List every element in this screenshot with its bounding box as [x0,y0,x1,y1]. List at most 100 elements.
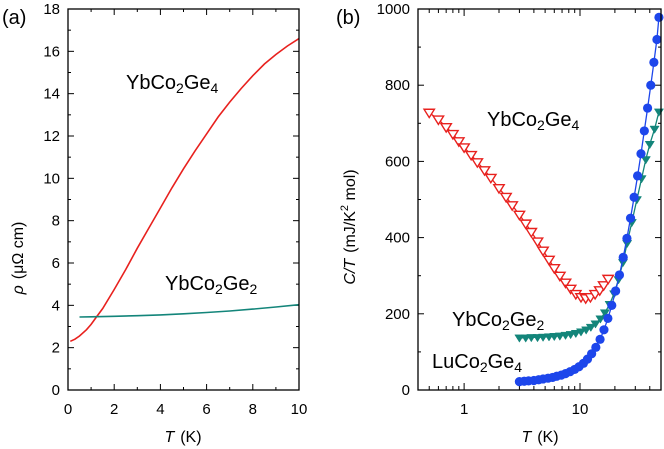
data-point-ybco2ge4 [457,143,471,154]
y-tick-label: 1000 [377,1,410,18]
data-point-ybco2ge4 [484,173,498,185]
data-point-luco2ge4 [611,286,621,296]
data-point-luco2ge4 [599,325,609,335]
series-line-a-0 [69,37,300,343]
data-point-ybco2ge4 [505,201,519,212]
data-point-ybco2ge2 [585,323,596,332]
y-tick-label: 10 [43,170,60,187]
data-point-ybco2ge4 [492,183,506,195]
y-tick-label: 6 [52,255,60,272]
panel-a-series [69,37,300,343]
y-tick-label: 12 [43,128,60,145]
data-point-ybco2ge4 [547,264,561,275]
series-line-b-1 [519,111,660,339]
panel-a-xlabel: T (K) [164,429,201,446]
data-point-ybco2ge4 [439,123,453,134]
data-point-ybco2ge4 [597,281,611,292]
panel-b: (b) 1 10 0 200 400 600 800 1000 T (K) C/T(mJ/K2 … [336,1,664,446]
data-point-luco2ge4 [603,313,613,323]
data-point-luco2ge4 [618,252,628,263]
data-point-ybco2ge2 [640,156,651,165]
panel-b-label: (b) [336,7,360,29]
label-b-ybco2ge2: YbCo2Ge2 [452,309,545,333]
y-tick-label: 200 [385,306,410,323]
panel-a-frame [67,8,300,391]
data-point-ybco2ge4 [422,108,436,119]
y-tick-label: 4 [52,297,60,314]
panel-a-ticks: 0 2 4 6 8 10 0 2 4 6 8 10 12 14 16 18 [43,1,307,418]
data-point-ybco2ge4 [564,284,578,295]
data-point-ybco2ge2 [653,108,664,117]
data-point-ybco2ge4 [499,192,513,204]
panel-a-label: (a) [2,7,26,29]
data-point-ybco2ge4 [446,129,460,141]
data-point-luco2ge4 [642,103,653,113]
label-b-luco2ge4: LuCo2Ge4 [432,351,522,375]
data-point-ybco2ge2 [570,329,581,339]
panel-a-ylabel: ρ(μΩ cm) [10,222,27,296]
y-tick-label: 0 [52,382,60,399]
data-point-ybco2ge4 [519,219,533,230]
data-point-ybco2ge4 [553,271,567,282]
data-point-ybco2ge4 [536,246,550,257]
data-point-luco2ge4 [636,149,646,159]
label-b-ybco2ge4: YbCo2Ge4 [487,109,580,133]
label-a-ybco2ge2: YbCo2Ge2 [165,273,258,297]
y-tick-label: 2 [52,340,60,357]
panel-a: (a) 0 2 4 6 8 10 0 2 4 6 8 10 12 14 16 18 T (K) ρ(μΩ cm)… [2,1,307,446]
panel-b-ylabel: C/T(mJ/K2 mol) [339,169,359,284]
data-point-ybco2ge2 [575,328,587,337]
data-point-ybco2ge2 [538,333,549,342]
x-tick-label: 4 [156,401,164,418]
data-point-luco2ge4 [639,126,649,136]
data-point-ybco2ge2 [514,334,525,343]
data-point-ybco2ge2 [554,332,565,341]
y-tick-label: 0 [402,382,410,399]
x-tick-label: 2 [110,401,118,418]
data-point-luco2ge4 [654,12,664,22]
data-point-ybco2ge4 [512,210,526,222]
data-point-luco2ge4 [607,300,617,311]
data-point-luco2ge4 [649,57,659,67]
y-tick-label: 14 [43,86,60,103]
data-point-ybco2ge2 [590,320,601,329]
data-point-luco2ge4 [625,213,636,223]
data-point-ybco2ge4 [542,255,556,266]
x-tick-label: 0 [64,401,72,418]
data-point-luco2ge4 [622,233,632,243]
y-tick-label: 800 [385,77,410,94]
data-point-ybco2ge4 [601,274,615,286]
data-point-ybco2ge2 [599,309,610,318]
x-tick-label: 10 [291,401,308,418]
data-point-ybco2ge2 [595,315,606,324]
data-point-ybco2ge2 [526,334,537,343]
y-tick-label: 18 [43,1,60,18]
panel-b-ticks: 1 10 0 200 400 600 800 1000 [377,1,661,418]
data-point-ybco2ge4 [470,158,484,169]
y-tick-label: 600 [385,153,410,170]
data-point-ybco2ge2 [649,125,660,134]
label-a-ybco2ge4: YbCo2Ge4 [126,72,219,96]
data-point-ybco2ge4 [431,115,445,126]
x-tick-label: 8 [249,401,257,418]
data-point-luco2ge4 [652,34,662,45]
data-point-luco2ge4 [614,270,625,280]
data-point-ybco2ge4 [478,166,491,177]
panel-b-frame [417,8,662,391]
x-tick-label: 10 [572,401,589,418]
y-tick-label: 16 [43,43,60,60]
data-point-luco2ge4 [632,171,643,181]
data-point-ybco2ge4 [524,227,538,239]
data-point-luco2ge4 [646,80,656,90]
panel-b-xlabel: T (K) [521,429,558,446]
data-point-ybco2ge4 [452,137,466,148]
data-point-ybco2ge2 [581,326,592,335]
y-tick-label: 8 [52,213,60,230]
data-point-ybco2ge2 [644,141,655,150]
panel-b-series [422,12,664,387]
series-line-a-1 [79,303,300,318]
data-point-luco2ge4 [629,192,639,202]
data-point-luco2ge4 [595,334,605,344]
x-tick-label: 1 [460,401,468,418]
